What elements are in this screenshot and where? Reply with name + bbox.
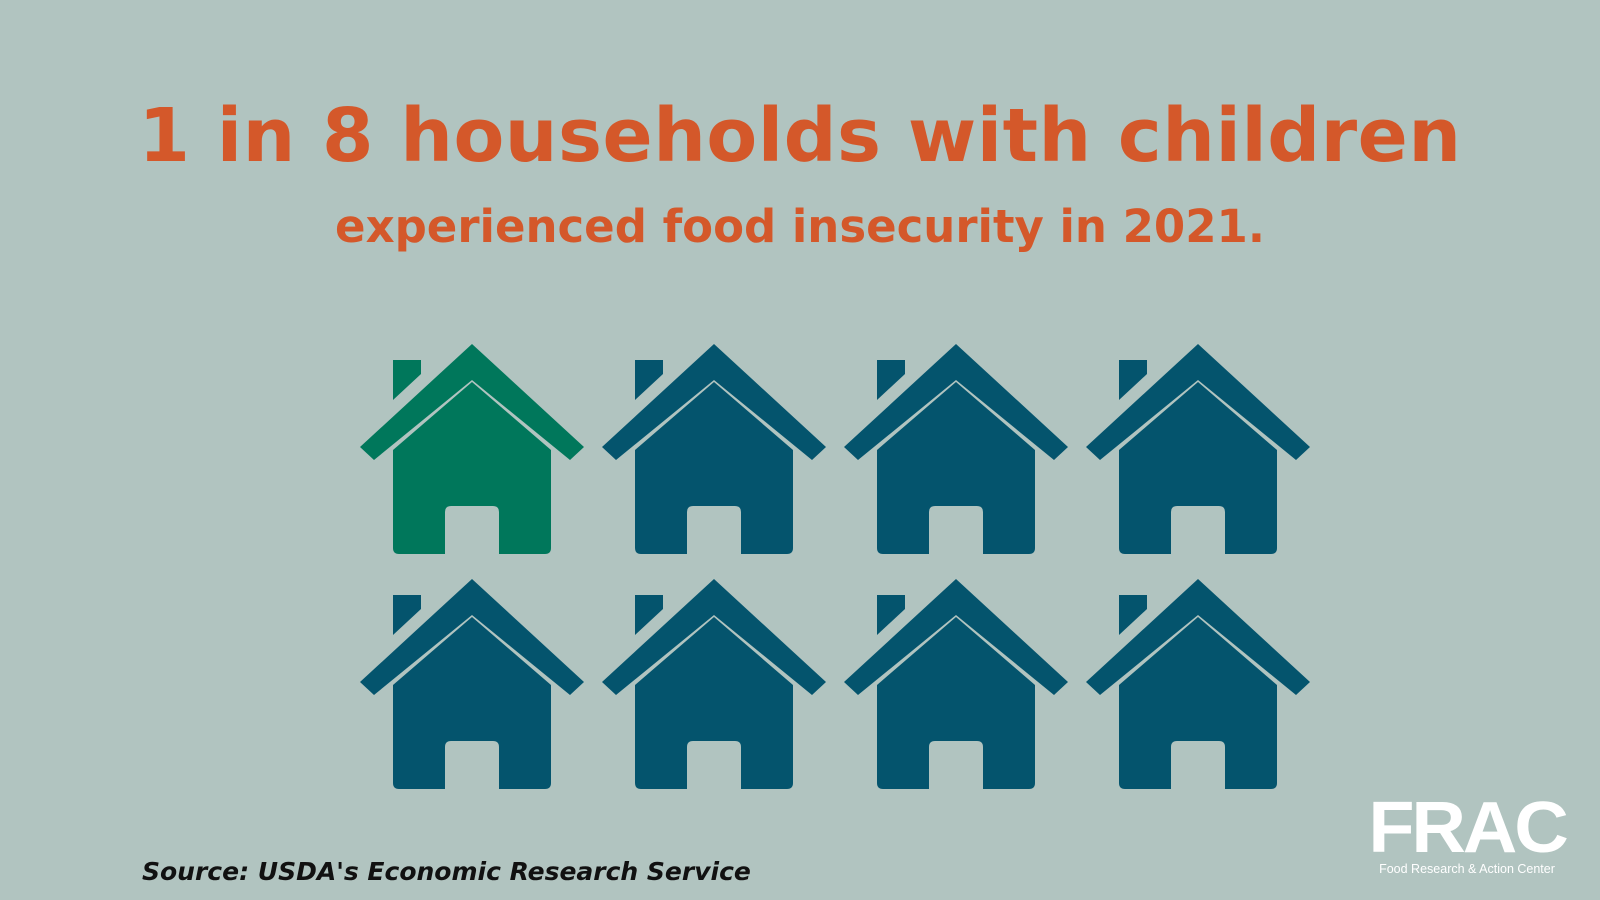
house-grid — [360, 342, 1320, 792]
source-citation: Source: USDA's Economic Research Service — [142, 857, 751, 886]
house-icon-highlighted — [360, 342, 584, 554]
house-icon — [602, 342, 826, 554]
frac-logo: FRAC Food Research & Action Center — [1364, 792, 1570, 880]
subheadline: experienced food insecurity in 2021. — [335, 200, 1265, 253]
house-icon — [844, 342, 1068, 554]
house-icon — [1086, 342, 1310, 554]
house-icon — [360, 577, 584, 789]
house-icon — [844, 577, 1068, 789]
logo-tagline: Food Research & Action Center — [1379, 862, 1555, 876]
logo-wordmark: FRAC — [1368, 788, 1569, 868]
house-icon — [1086, 577, 1310, 789]
headline: 1 in 8 households with children — [138, 93, 1462, 179]
house-icon — [602, 577, 826, 789]
